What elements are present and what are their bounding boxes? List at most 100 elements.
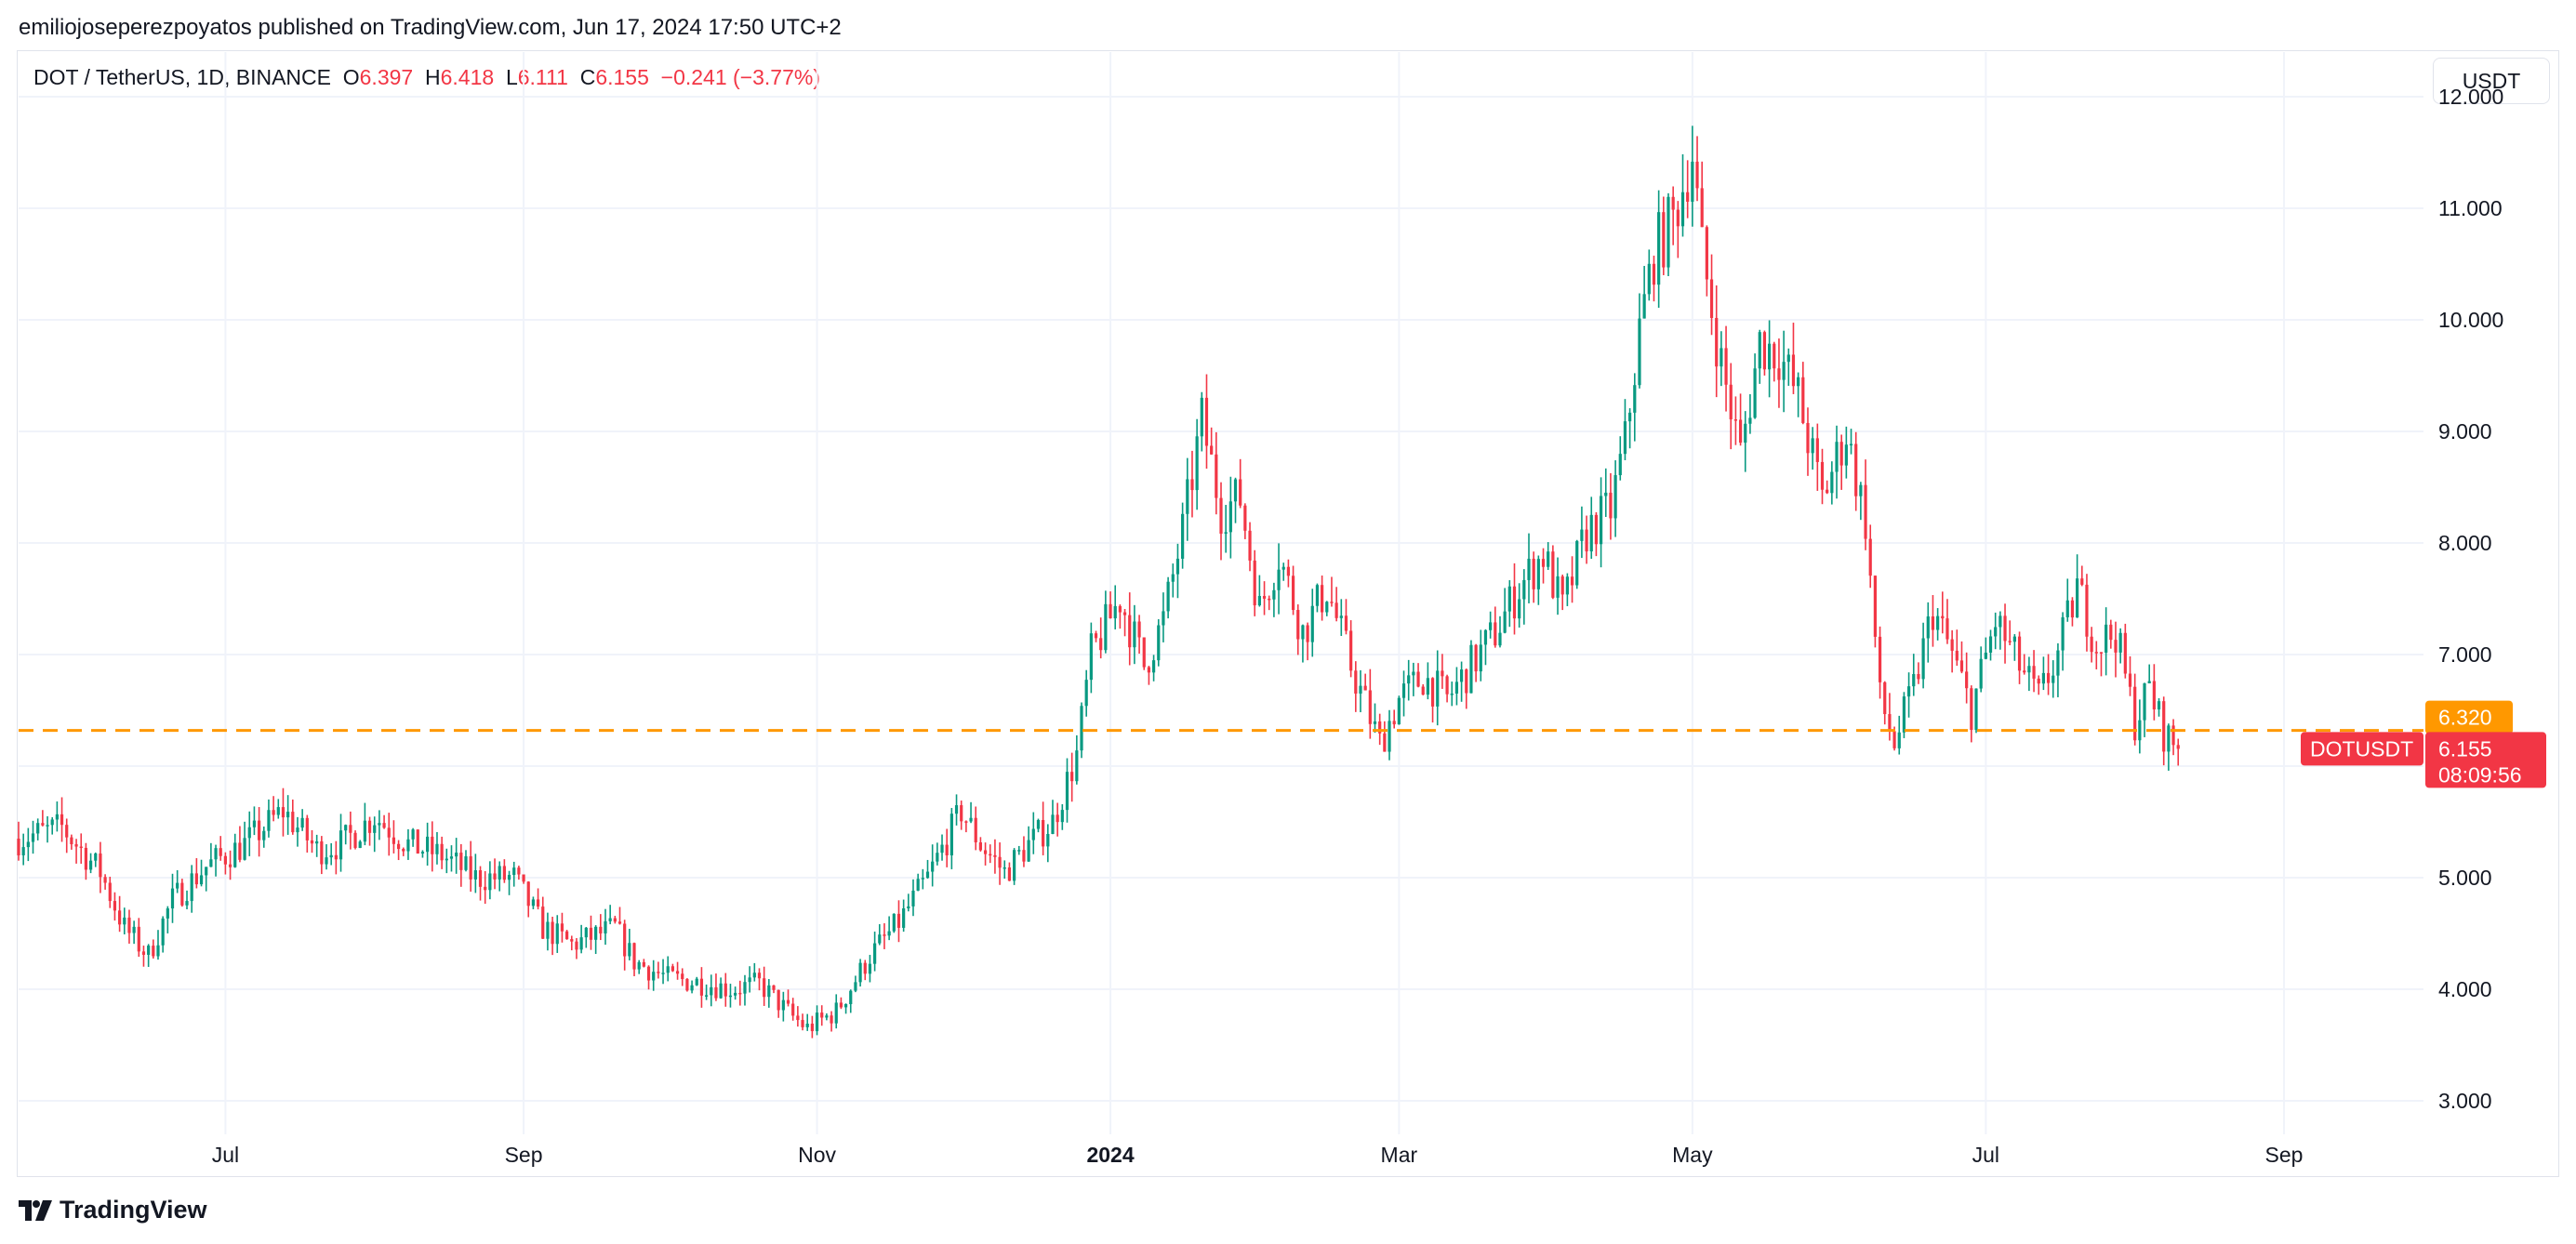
last-price-symbol: DOTUSDT bbox=[2310, 736, 2413, 761]
candle-body bbox=[1979, 658, 1983, 689]
candle-body bbox=[936, 853, 939, 862]
candle-body bbox=[2118, 632, 2122, 653]
candle-body bbox=[584, 927, 588, 938]
candle-body bbox=[2099, 652, 2104, 654]
candle-body bbox=[2052, 675, 2055, 683]
candle-body bbox=[685, 979, 689, 991]
candle-body bbox=[378, 823, 381, 826]
candle-body bbox=[1075, 750, 1079, 782]
candle-body bbox=[21, 847, 25, 855]
candle-body bbox=[1281, 566, 1285, 570]
candle-body bbox=[488, 873, 492, 891]
candle-body bbox=[267, 810, 271, 831]
legend-open-value: 6.397 bbox=[359, 65, 414, 89]
candle-body bbox=[1080, 706, 1083, 751]
candle-body bbox=[88, 860, 93, 870]
candle-body bbox=[416, 829, 419, 854]
candle-body bbox=[1354, 670, 1358, 695]
candle-body bbox=[1715, 317, 1719, 367]
candle-body bbox=[1137, 621, 1141, 638]
candle-body bbox=[1349, 630, 1353, 671]
candle-body bbox=[1536, 559, 1540, 589]
candle-body bbox=[1013, 850, 1016, 881]
candle-body bbox=[1676, 209, 1680, 227]
candle-body bbox=[575, 941, 578, 950]
candle-body bbox=[1912, 674, 1916, 687]
candle-body bbox=[339, 830, 343, 860]
candle-body bbox=[74, 844, 78, 847]
candle-body bbox=[1527, 558, 1531, 580]
candle-body bbox=[84, 847, 88, 870]
candle-body bbox=[1022, 850, 1026, 862]
candle-body bbox=[940, 844, 944, 854]
candle-body bbox=[815, 1012, 819, 1032]
candle-body bbox=[752, 973, 756, 978]
candle-body bbox=[411, 829, 415, 840]
candle-body bbox=[46, 825, 49, 827]
candle-body bbox=[353, 832, 357, 848]
candle-body bbox=[1507, 586, 1511, 612]
candle-body bbox=[2157, 701, 2161, 710]
candle-body bbox=[315, 840, 319, 844]
candle-body bbox=[1970, 688, 1973, 731]
candle-body bbox=[858, 962, 862, 983]
candle-body bbox=[1892, 731, 1896, 748]
candle-body bbox=[1479, 644, 1482, 672]
candle-body bbox=[719, 983, 723, 999]
candle-body bbox=[1272, 589, 1276, 600]
candle-body bbox=[1883, 682, 1887, 715]
candle-body bbox=[1613, 475, 1617, 519]
candle-body bbox=[734, 992, 737, 996]
legend-low-value: 6.111 bbox=[517, 65, 568, 89]
legend-close-label: C bbox=[579, 65, 596, 89]
candle-body bbox=[657, 972, 660, 973]
candle-body bbox=[392, 837, 396, 844]
candle-body bbox=[113, 901, 117, 911]
candle-body bbox=[1268, 598, 1271, 601]
candle-body bbox=[1465, 669, 1468, 694]
candle-body bbox=[1334, 602, 1338, 618]
candle-body bbox=[325, 857, 328, 865]
price-tick-label: 12.000 bbox=[2438, 85, 2503, 109]
candle-body bbox=[579, 937, 583, 950]
candle-body bbox=[349, 825, 352, 833]
price-axis[interactable]: 3.0004.0005.0006.0007.0008.0009.00010.00… bbox=[2438, 85, 2503, 1113]
candle-body bbox=[1228, 501, 1232, 533]
price-line-tag: 6.320 bbox=[2425, 700, 2513, 734]
candle-body bbox=[1815, 438, 1819, 462]
candle-body bbox=[1397, 697, 1401, 725]
candle-body bbox=[31, 833, 35, 842]
candle-body bbox=[1147, 667, 1151, 673]
candle-body bbox=[1657, 212, 1661, 285]
legend-high-value: 6.418 bbox=[440, 65, 495, 89]
candle-body bbox=[1065, 772, 1069, 811]
candle-body bbox=[199, 875, 204, 885]
time-tick-label: Sep bbox=[2265, 1143, 2304, 1167]
candle-body bbox=[1998, 615, 2002, 628]
candle-body bbox=[854, 982, 857, 991]
candle-body bbox=[1195, 436, 1199, 491]
candle-body bbox=[286, 812, 290, 818]
candle-body bbox=[243, 838, 246, 860]
candle-body bbox=[2128, 673, 2132, 687]
candle-body bbox=[796, 1015, 800, 1021]
candle-body bbox=[141, 951, 146, 955]
time-tick-label: Mar bbox=[1381, 1143, 1418, 1167]
candle-body bbox=[1988, 636, 1993, 653]
candle-body bbox=[2032, 666, 2036, 679]
time-axis[interactable]: Jul Sep Nov 2024 Mar May Jul Sep bbox=[212, 1143, 2304, 1167]
candle-body bbox=[1060, 810, 1064, 823]
candle-body bbox=[1321, 585, 1324, 613]
candle-body bbox=[2065, 600, 2069, 617]
candle-body bbox=[805, 1024, 809, 1027]
currency-unit-button[interactable]: USDT bbox=[2433, 58, 2550, 104]
candle-body bbox=[1233, 479, 1238, 502]
candle-body bbox=[2023, 670, 2026, 673]
candle-body bbox=[2138, 720, 2142, 741]
candle-body bbox=[1133, 621, 1136, 648]
tradingview-branding[interactable]: TradingView bbox=[19, 1196, 207, 1224]
legend-low-label: L bbox=[505, 65, 518, 89]
candle-body bbox=[2143, 682, 2146, 721]
candle-body bbox=[1175, 558, 1180, 575]
